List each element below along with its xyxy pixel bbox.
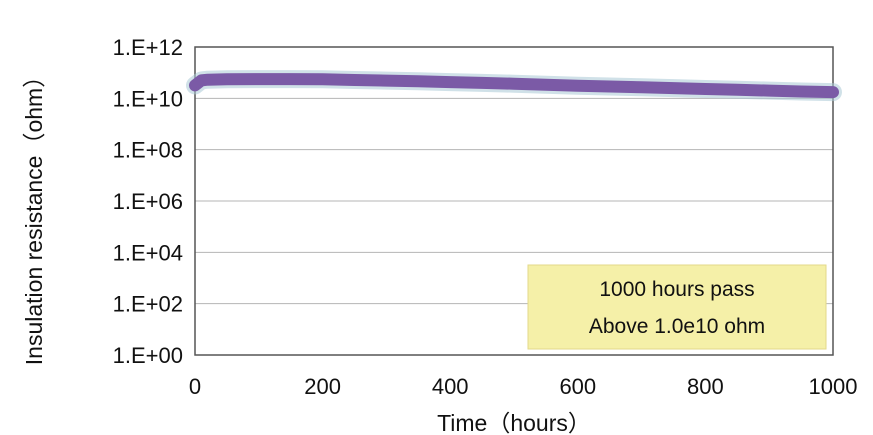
x-axis-ticks: 0 200 400 600 800 1000 (189, 374, 858, 399)
annotation-line-2: Above 1.0e10 ohm (589, 315, 765, 338)
series-point (317, 74, 328, 85)
y-tick-label: 1.E+10 (113, 86, 183, 111)
series-point (828, 87, 838, 98)
series-point (668, 83, 679, 94)
series-point (445, 77, 456, 88)
annotation-background (527, 264, 827, 350)
y-tick-label: 1.E+02 (113, 292, 183, 317)
series-point (636, 82, 647, 93)
x-tick-label: 200 (304, 374, 341, 399)
series-point (604, 81, 615, 92)
series-point (700, 84, 711, 95)
annotation-box: 1000 hours pass Above 1.0e10 ohm (527, 264, 827, 350)
y-axis-title: Insulation resistance（ohm） (21, 65, 47, 365)
series-layer (186, 70, 842, 102)
series-point (285, 74, 296, 85)
y-axis-ticks: 1.E+00 1.E+02 1.E+04 1.E+06 1.E+08 1.E+10 1.E+… (113, 35, 183, 368)
series-point (413, 76, 424, 87)
annotation-line-1: 1000 hours pass (599, 278, 754, 301)
series-point (572, 80, 583, 91)
series-point (764, 85, 775, 96)
x-tick-label: 1000 (809, 374, 858, 399)
series-point (202, 74, 213, 85)
y-tick-label: 1.E+12 (113, 35, 183, 60)
x-tick-label: 0 (189, 374, 201, 399)
plot-area-frame (194, 46, 834, 356)
x-tick-label: 600 (559, 374, 596, 399)
series-point (509, 78, 519, 89)
series-point (732, 84, 743, 95)
y-tick-label: 1.E+06 (113, 189, 183, 214)
x-tick-label: 400 (432, 374, 469, 399)
series-point (477, 77, 488, 88)
y-tick-label: 1.E+00 (113, 343, 183, 368)
x-axis-title: Time（hours） (437, 410, 591, 435)
series-point (221, 74, 232, 85)
series-point (349, 74, 360, 85)
y-tick-label: 1.E+08 (113, 138, 183, 163)
y-tick-label: 1.E+04 (113, 240, 183, 265)
series-point (381, 75, 392, 86)
series-point (540, 79, 551, 90)
series-point (796, 86, 807, 97)
series-point (253, 74, 264, 85)
x-tick-label: 800 (687, 374, 724, 399)
